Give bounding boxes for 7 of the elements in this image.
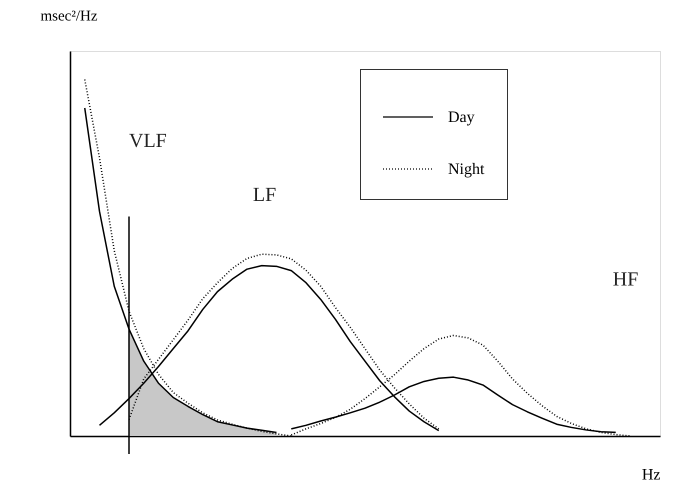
annotation: HF bbox=[612, 268, 638, 291]
legend-label: Day bbox=[448, 109, 475, 126]
legend-label: Night bbox=[448, 161, 485, 178]
y-axis-title: msec²/Hz bbox=[40, 8, 98, 24]
x-axis-title: Hz bbox=[642, 466, 660, 484]
annotation: LF bbox=[252, 184, 276, 206]
annotation: VLF bbox=[129, 130, 167, 152]
